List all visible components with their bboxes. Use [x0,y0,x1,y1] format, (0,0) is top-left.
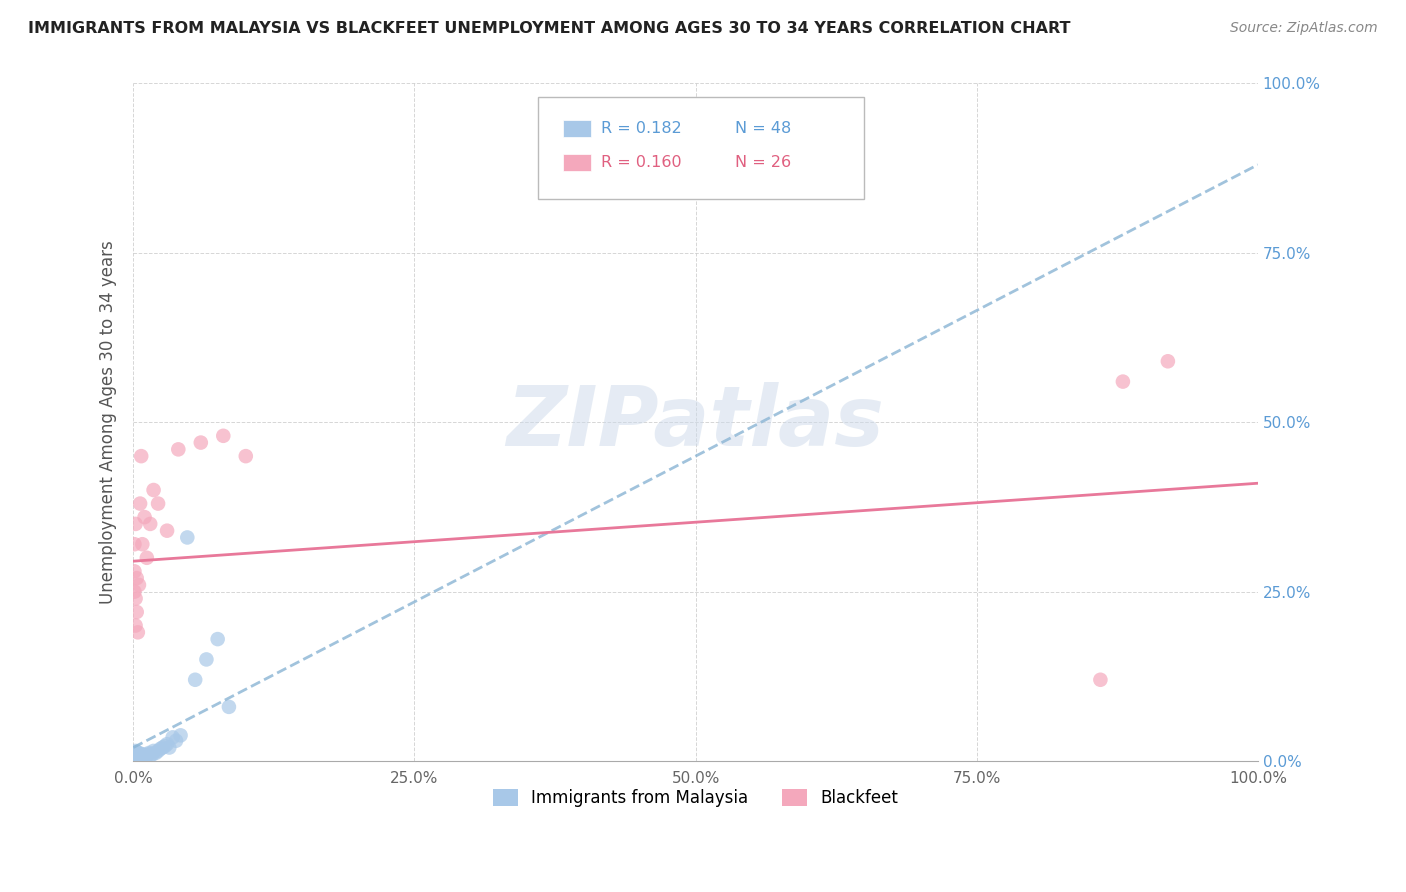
Point [125,571,148,585]
Point [190,435,212,450]
Point [1090,673,1112,687]
Point [153,739,176,754]
Legend: Immigrants from Malaysia, Blackfeet: Immigrants from Malaysia, Blackfeet [486,782,904,814]
Point [129,497,152,511]
Point [1112,375,1135,389]
Point [195,652,218,666]
Point [124,750,146,764]
Point [124,516,146,531]
Point [135,550,157,565]
Point [124,584,146,599]
Point [124,744,146,758]
Point [132,749,155,764]
Point [207,632,229,646]
Point [146,744,169,758]
Point [129,449,152,463]
Point [149,742,172,756]
Point [131,537,153,551]
Point [156,524,179,538]
Point [218,699,240,714]
Point [124,565,146,579]
Point [124,748,146,763]
Point [127,747,149,762]
Point [146,497,169,511]
Point [139,516,162,531]
Point [165,733,187,747]
Point [142,483,165,497]
Text: IMMIGRANTS FROM MALAYSIA VS BLACKFEET UNEMPLOYMENT AMONG AGES 30 TO 34 YEARS COR: IMMIGRANTS FROM MALAYSIA VS BLACKFEET UN… [28,21,1070,36]
Point [152,740,174,755]
Point [124,753,146,767]
Point [142,744,165,758]
Point [128,746,150,760]
Point [139,748,162,763]
Point [125,745,148,759]
Text: N = 48: N = 48 [735,120,792,136]
Point [127,750,149,764]
Text: N = 26: N = 26 [735,154,792,169]
Point [135,748,157,763]
Point [138,746,160,760]
Point [235,449,257,463]
Point [129,750,152,764]
Point [124,754,146,768]
Point [129,747,152,762]
Point [128,578,150,592]
Point [131,750,153,764]
Text: R = 0.182: R = 0.182 [602,120,682,136]
Point [135,750,157,764]
Point [129,751,152,765]
Point [1157,354,1180,368]
Point [134,751,156,765]
Point [125,605,148,619]
Point [124,746,146,760]
Point [124,752,146,766]
Text: R = 0.160: R = 0.160 [602,154,682,169]
Point [141,747,163,762]
Text: ZIPatlas: ZIPatlas [506,382,884,463]
Point [136,747,159,762]
Point [134,747,156,762]
Point [124,750,146,764]
Point [124,591,146,606]
Point [184,673,207,687]
Y-axis label: Unemployment Among Ages 30 to 34 years: Unemployment Among Ages 30 to 34 years [100,240,117,604]
Point [129,748,152,763]
Point [176,531,198,545]
Point [162,731,184,745]
FancyBboxPatch shape [562,153,591,170]
Point [125,748,148,763]
Point [127,625,149,640]
Point [145,746,167,760]
Point [212,429,235,443]
Point [167,442,190,457]
Point [134,510,156,524]
FancyBboxPatch shape [538,97,865,199]
Point [125,751,148,765]
Point [157,740,180,755]
Point [128,752,150,766]
Point [124,747,146,762]
Point [124,618,146,632]
Point [156,737,179,751]
Point [131,747,153,762]
Point [124,537,146,551]
Text: Source: ZipAtlas.com: Source: ZipAtlas.com [1230,21,1378,35]
Point [169,728,191,742]
FancyBboxPatch shape [562,120,591,136]
Point [128,749,150,764]
